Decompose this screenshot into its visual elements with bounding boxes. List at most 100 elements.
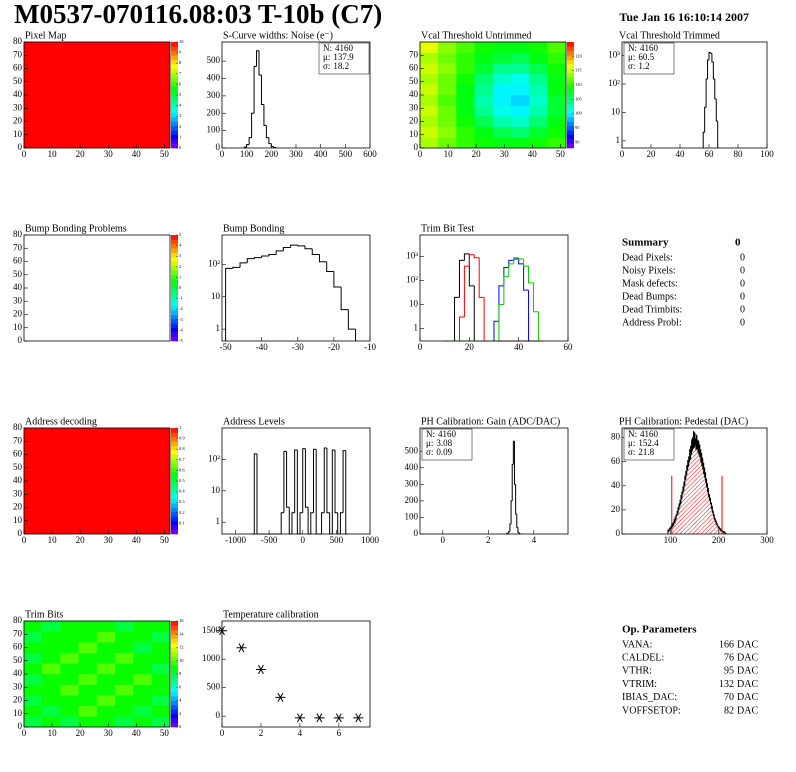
y-tick-label: 20 <box>13 695 23 705</box>
palette-step <box>567 130 574 136</box>
histogram-bin <box>312 448 317 513</box>
heatmap-cell <box>474 126 494 138</box>
stats-label: μ: <box>426 438 433 448</box>
heatmap-cell <box>511 105 530 117</box>
heatmap-cell <box>474 52 494 64</box>
panel-title: S-Curve widths: Noise (e⁻) <box>223 30 333 41</box>
histogram-bin <box>253 257 262 259</box>
hatched-bin <box>696 448 698 534</box>
heatmap-cell <box>60 41 98 69</box>
hatched-bin <box>676 514 677 534</box>
histogram-bin <box>261 255 269 258</box>
histogram-bin <box>248 137 252 145</box>
heatmap-cell <box>96 695 116 707</box>
parameter-value: 166 <box>719 639 734 650</box>
hatched-bin <box>683 490 684 534</box>
palette-tick-label: 2 <box>179 264 181 269</box>
hatched-bin <box>704 467 705 534</box>
hatched-bin <box>716 523 718 534</box>
y-tick-label: 40 <box>611 480 621 490</box>
palette-step <box>171 713 178 719</box>
heatmap-cell <box>511 63 530 75</box>
histogram-bin <box>268 137 272 145</box>
x-tick-label: 2 <box>486 535 491 545</box>
palette-step <box>171 90 178 96</box>
x-tick-label: 10 <box>48 728 58 738</box>
histogram-bin <box>511 463 514 501</box>
y-tick-label: 1500 <box>202 625 221 635</box>
stats-line: μ: 137.9 <box>323 52 354 62</box>
hatched-bin <box>680 495 682 534</box>
heatmap-cell <box>60 705 79 717</box>
palette-step <box>171 445 178 451</box>
stats-box <box>318 42 370 75</box>
histogram-bin <box>294 449 298 513</box>
y-tick-label: 40 <box>13 282 23 292</box>
heatmap-cell <box>133 684 152 696</box>
hatched-bin <box>699 456 701 534</box>
heatmap-cell <box>133 94 171 122</box>
hatched-bin <box>693 448 694 534</box>
x-tick-label: 20 <box>76 728 86 738</box>
hatched-bin <box>678 507 679 534</box>
heatmap-cell <box>151 695 171 707</box>
heatmap-cell <box>23 507 61 535</box>
x-tick-label: 0 <box>220 728 225 738</box>
heatmap-cell <box>96 652 116 664</box>
x-tick-label: 500 <box>339 149 353 159</box>
palette-step <box>171 55 178 60</box>
stats-value: 0.09 <box>436 447 452 457</box>
histogram-bin <box>253 453 257 534</box>
hatched-bin <box>672 523 674 534</box>
stats-line: μ: 152.4 <box>628 438 659 448</box>
y-tick-label: 70 <box>13 628 23 638</box>
marker <box>333 713 344 723</box>
palette-step <box>171 669 178 675</box>
heatmap-cell <box>42 620 61 632</box>
heatmap-cell <box>438 52 457 64</box>
heatmap-cell <box>23 684 43 696</box>
heatmap-cell <box>151 642 171 654</box>
heatmap-cell <box>23 716 43 728</box>
heatmap-cell <box>78 684 98 696</box>
heatmap-cell <box>115 642 134 654</box>
heatmap-cell <box>438 73 457 85</box>
x-tick-label: 20 <box>647 149 657 159</box>
x-tick-label: 40 <box>514 342 524 352</box>
x-tick-label: 50 <box>160 535 170 545</box>
y-tick-label: 1 <box>616 135 621 145</box>
palette-step <box>171 520 178 526</box>
histogram-bin <box>304 448 309 508</box>
panel-title: Trim Bit Test <box>421 223 474 234</box>
y-tick-label: 10 <box>409 299 419 309</box>
histogram-bin <box>286 451 290 508</box>
histogram-bin <box>291 512 295 534</box>
palette-tick-label: 0.5 <box>179 478 185 483</box>
histogram-bin <box>342 450 346 513</box>
palette-step <box>171 436 178 442</box>
y-tick-label: 80 <box>611 432 621 442</box>
heatmap-cell <box>529 94 548 106</box>
palette-step <box>171 687 178 692</box>
y-tick-label: 10² <box>208 453 220 463</box>
palette-step <box>171 516 178 522</box>
x-tick-label: 0 <box>22 728 27 738</box>
x-tick-label: 0 <box>22 535 27 545</box>
palette-step <box>171 629 178 635</box>
panel-title: Bump Bonding Problems <box>25 223 127 234</box>
plot-frame <box>419 234 569 342</box>
heatmap-cell <box>529 52 548 64</box>
marker <box>236 643 247 653</box>
palette-step <box>567 86 574 91</box>
palette-tick-label: 1 <box>179 425 181 430</box>
stats-line: σ: 1.2 <box>628 61 650 71</box>
palette-step <box>171 327 178 333</box>
palette-step <box>171 270 178 276</box>
heatmap-cell <box>511 41 530 53</box>
x-tick-label: -20 <box>328 342 340 352</box>
hatched-bin <box>680 503 682 534</box>
stats-line: N: 4160 <box>426 429 457 439</box>
y-tick-label: 10 <box>211 485 221 495</box>
histogram-bin <box>454 296 460 341</box>
hatched-bin <box>713 515 714 534</box>
